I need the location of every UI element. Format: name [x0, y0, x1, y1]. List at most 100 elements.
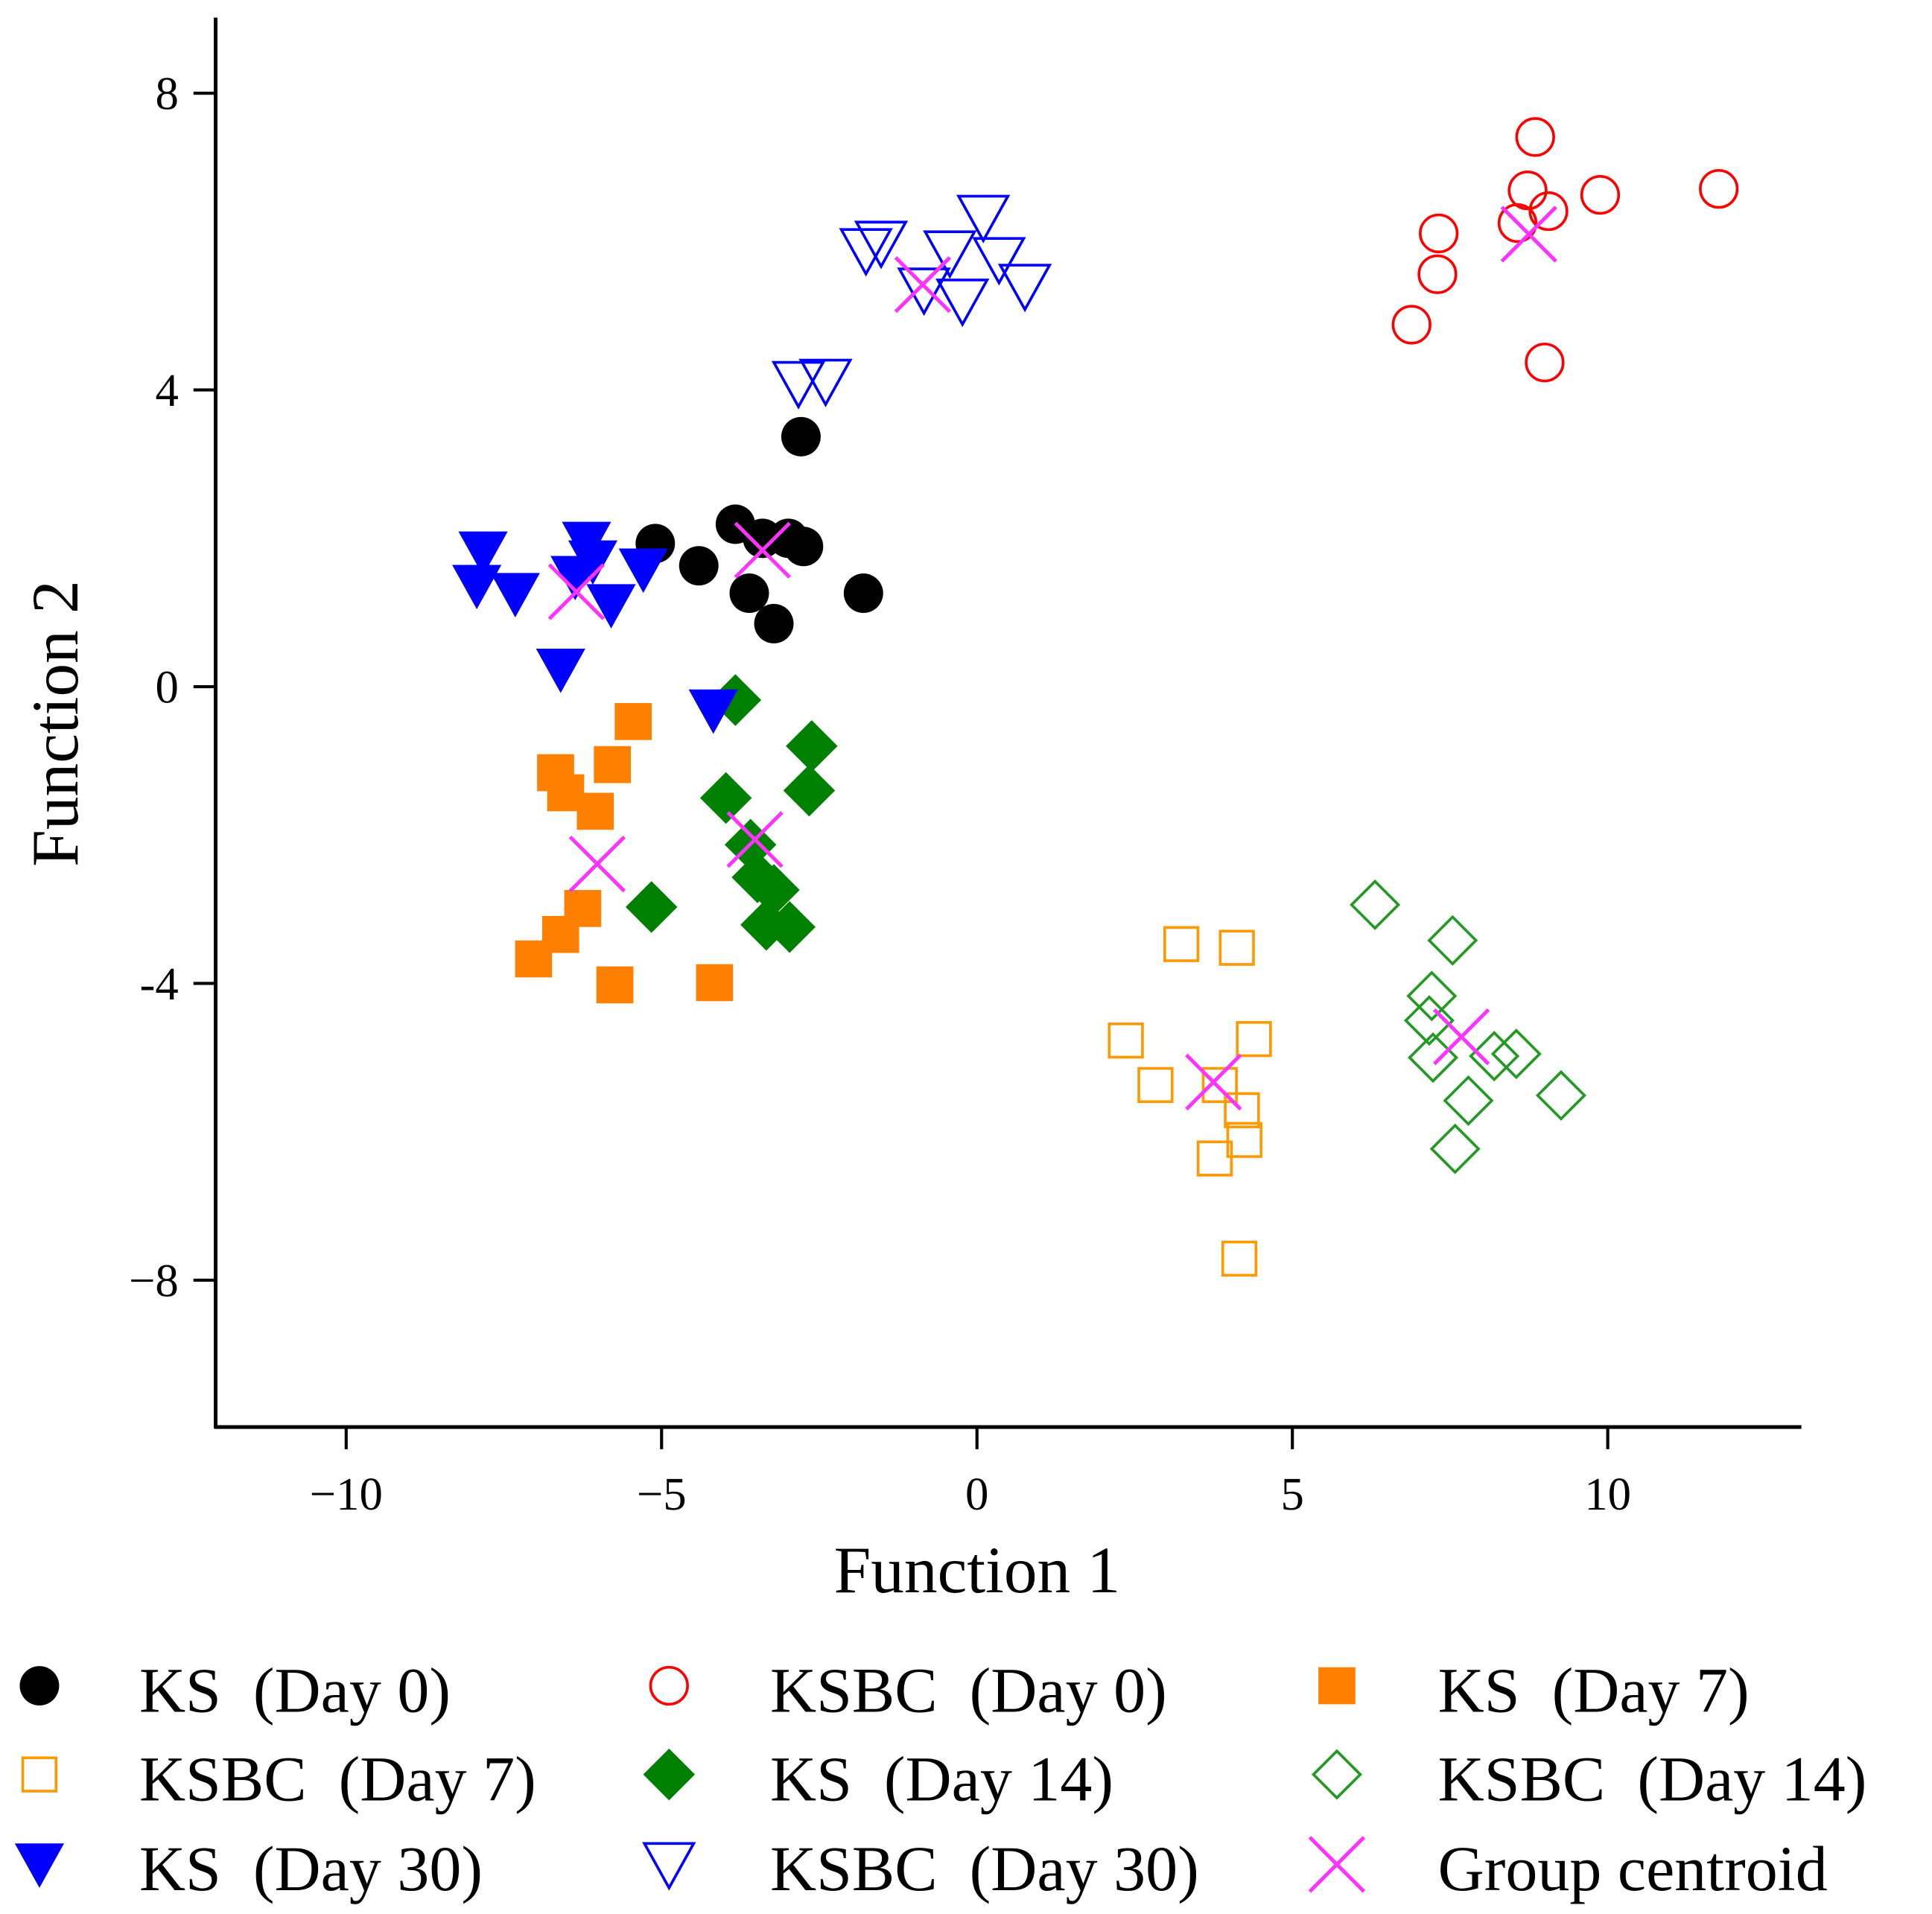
data-point-ks-day-7 [594, 745, 632, 783]
data-point-ksbc-day-14 [1427, 915, 1478, 966]
legend-label: Group centroid [1438, 1833, 1828, 1904]
y-tick-label: 4 [155, 364, 178, 416]
y-tick-label: 8 [155, 68, 178, 120]
data-point-ksbc-day-0 [1699, 169, 1739, 209]
legend-marker-x-icon [1308, 1836, 1366, 1893]
series-ks-day-14 [625, 674, 838, 953]
data-point-ksbc-day-7 [1137, 1066, 1174, 1104]
legend-label: KSBC (Day 30) [770, 1833, 1199, 1904]
legend-entry: KS (Day 0) [19, 1654, 451, 1726]
data-point-ksbc-day-30 [923, 230, 977, 279]
y-axis-label: Function 2 [19, 580, 92, 867]
legend-entry: KS (Day 30) [14, 1833, 483, 1904]
series-ks-day-7 [515, 703, 734, 1004]
legend-entry: KS (Day 7) [1318, 1654, 1750, 1726]
centroid-stroke [1433, 1008, 1490, 1066]
legend: KS (Day 0) KSBC (Day 0) KS (Day 7) KSBC (Da… [14, 1654, 1866, 1904]
data-point-ksbc-day-14 [1469, 1031, 1520, 1082]
data-point-ks-day-0 [679, 546, 719, 586]
data-point-ks-day-0 [781, 416, 821, 457]
data-point-ks-day-30 [536, 649, 585, 693]
data-point-ksbc-day-0 [1419, 213, 1459, 254]
data-point-ks-day-7 [576, 792, 614, 830]
data-point-ks-day-0 [784, 527, 824, 567]
series-ksbc-day-14 [1350, 879, 1586, 1174]
data-point-ksbc-day-0 [1497, 203, 1538, 244]
series-ksbc-day-0 [1391, 117, 1739, 383]
data-point-ksbc-day-14 [1535, 1069, 1586, 1121]
legend-label: KSBC (Day 0) [770, 1654, 1167, 1726]
group-centroid-ks-day-14 [726, 811, 784, 868]
data-point-ks-day-30 [586, 584, 636, 629]
data-point-ksbc-day-14 [1406, 970, 1458, 1022]
data-point-ksbc-day-30 [997, 264, 1052, 313]
centroid-stroke [1500, 206, 1557, 263]
data-point-ksbc-day-30 [972, 237, 1026, 286]
data-point-ksbc-day-0 [1507, 171, 1548, 211]
data-point-ksbc-day-0 [1515, 117, 1555, 157]
group-centroid-ksbc-day-30 [894, 256, 952, 314]
legend-entry: KS (Day 14) [643, 1743, 1113, 1814]
data-point-ksbc-day-0 [1580, 174, 1621, 215]
data-point-ks-day-30 [452, 565, 502, 610]
data-point-ksbc-day-14 [1443, 1075, 1494, 1126]
centroid-stroke [726, 811, 784, 868]
data-point-ks-day-14 [763, 901, 816, 953]
legend-marker-diamond-icon [1311, 1749, 1362, 1800]
centroid-stroke [547, 563, 606, 620]
data-point-ks-day-14 [783, 764, 836, 817]
data-point-ksbc-day-0 [1391, 305, 1431, 345]
data-point-ksbc-day-30 [771, 360, 826, 410]
data-point-ksbc-day-7 [1226, 1122, 1262, 1158]
data-point-ks-day-30 [688, 689, 738, 734]
series-ks-day-30 [452, 521, 738, 734]
data-point-ks-day-7 [515, 940, 553, 978]
data-point-ksbc-day-30 [798, 358, 853, 407]
legend-marker-square-icon [1318, 1667, 1356, 1705]
x-tick-label: 0 [965, 1468, 988, 1520]
x-axis-label: Function 1 [834, 1533, 1121, 1607]
legend-entry: KSBC (Day 14) [1311, 1743, 1866, 1814]
legend-marker-circle-icon [649, 1665, 689, 1706]
data-point-ks-day-14 [699, 772, 752, 824]
legend-entry: Group centroid [1308, 1833, 1828, 1904]
centroid-stroke [734, 521, 791, 579]
legend-label: KS (Day 30) [139, 1833, 483, 1904]
legend-marker-triangle-down-icon [642, 1842, 696, 1891]
legend-entry: KSBC (Day 30) [642, 1833, 1199, 1904]
data-point-ksbc-day-14 [1350, 879, 1401, 930]
legend-marker-square-icon [21, 1756, 58, 1793]
data-point-ks-day-14 [786, 719, 838, 772]
legend-marker-circle-icon [19, 1666, 60, 1706]
data-point-ksbc-day-30 [956, 194, 1011, 244]
group-centroid-ksbc-day-0 [1500, 206, 1557, 263]
group-centroid-ks-day-0 [734, 521, 791, 579]
legend-label: KS (Day 7) [1438, 1654, 1750, 1726]
data-point-ksbc-day-14 [1429, 1123, 1481, 1174]
group-centroid-ks-day-7 [568, 835, 626, 893]
data-point-ks-day-7 [696, 964, 734, 1002]
data-point-ksbc-day-7 [1224, 1092, 1260, 1128]
group-centroid-ks-day-30 [547, 563, 606, 620]
data-point-ksbc-day-7 [1218, 929, 1255, 966]
data-point-ksbc-day-30 [935, 279, 990, 328]
centroid-stroke [894, 256, 952, 314]
plot-marks [452, 117, 1739, 1277]
data-point-ks-day-0 [754, 603, 794, 643]
data-point-ksbc-day-14 [1403, 995, 1455, 1046]
y-tick-label: 0 [155, 661, 178, 713]
legend-entry: KSBC (Day 7) [21, 1743, 536, 1814]
data-point-ks-day-30 [618, 548, 668, 594]
y-tick-label: -4 [140, 958, 179, 1010]
data-point-ksbc-day-7 [1201, 1066, 1238, 1104]
data-point-ksbc-day-7 [1221, 1240, 1258, 1277]
centroid-stroke [568, 835, 626, 893]
data-point-ksbc-day-7 [1108, 1023, 1144, 1059]
data-point-ks-day-0 [843, 573, 883, 613]
data-point-ksbc-day-0 [1525, 343, 1565, 383]
data-point-ksbc-day-0 [1417, 254, 1458, 294]
y-ticks: 8 4 0 -4 −8 [129, 68, 216, 1306]
data-point-ks-day-30 [458, 531, 508, 576]
data-point-ks-day-7 [614, 703, 652, 740]
